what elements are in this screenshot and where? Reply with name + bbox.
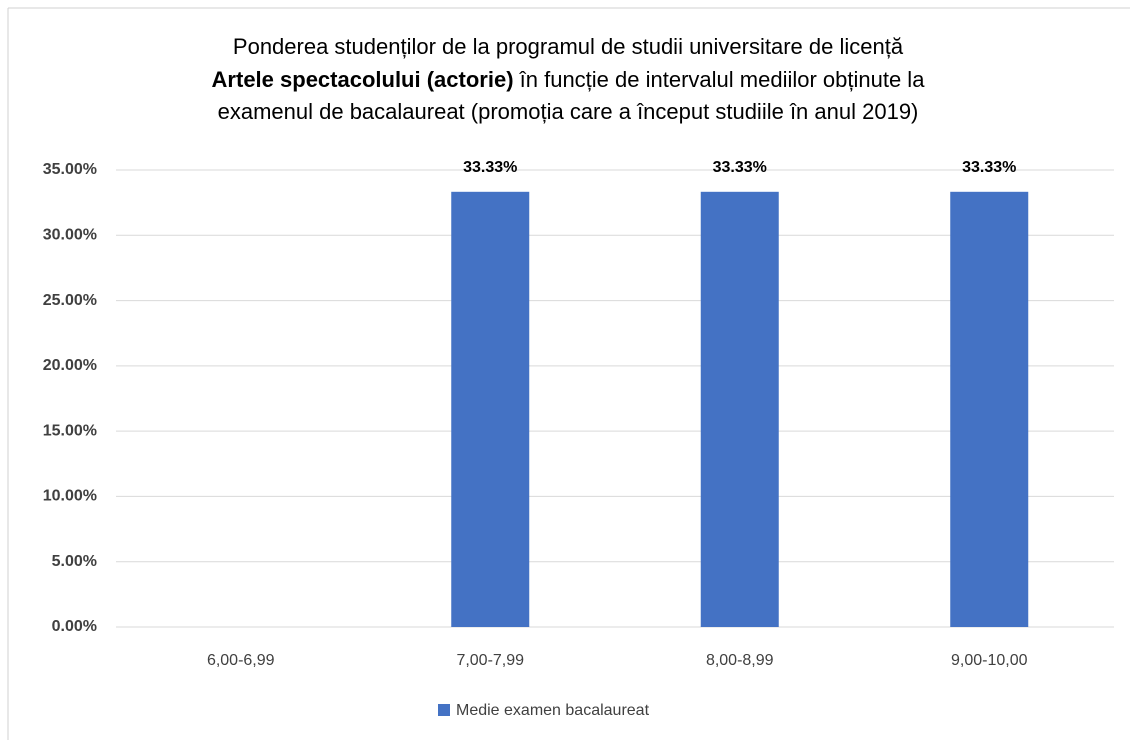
data-label: 33.33% xyxy=(962,159,1016,176)
bar xyxy=(950,191,1029,628)
data-label: 33.33% xyxy=(713,159,767,176)
chart-title: Ponderea studenților de la programul de … xyxy=(233,34,904,59)
x-tick-label: 8,00-8,99 xyxy=(706,652,774,669)
y-tick-label: 25.00% xyxy=(43,292,97,309)
data-label: 33.33% xyxy=(463,159,517,176)
bar xyxy=(700,191,779,628)
chart-title: examenul de bacalaureat (promoția care a… xyxy=(218,99,919,124)
y-tick-label: 10.00% xyxy=(43,488,97,505)
y-tick-label: 30.00% xyxy=(43,227,97,244)
x-tick-label: 6,00-6,99 xyxy=(207,652,275,669)
x-tick-label: 9,00-10,00 xyxy=(951,652,1028,669)
chart-title-part: în funcție de intervalul mediilor obținu… xyxy=(514,67,926,92)
y-tick-label: 5.00% xyxy=(52,553,97,570)
y-tick-label: 15.00% xyxy=(43,422,97,439)
y-tick-label: 35.00% xyxy=(43,161,97,178)
legend-swatch xyxy=(438,704,450,716)
chart-title-bold: Artele spectacolului (actorie) xyxy=(212,67,514,92)
y-tick-label: 0.00% xyxy=(52,618,97,635)
bar xyxy=(451,191,530,628)
legend-label: Medie examen bacalaureat xyxy=(456,702,650,719)
y-tick-label: 20.00% xyxy=(43,357,97,374)
x-tick-label: 7,00-7,99 xyxy=(456,652,524,669)
chart-title: Artele spectacolului (actorie) în funcți… xyxy=(212,67,926,92)
